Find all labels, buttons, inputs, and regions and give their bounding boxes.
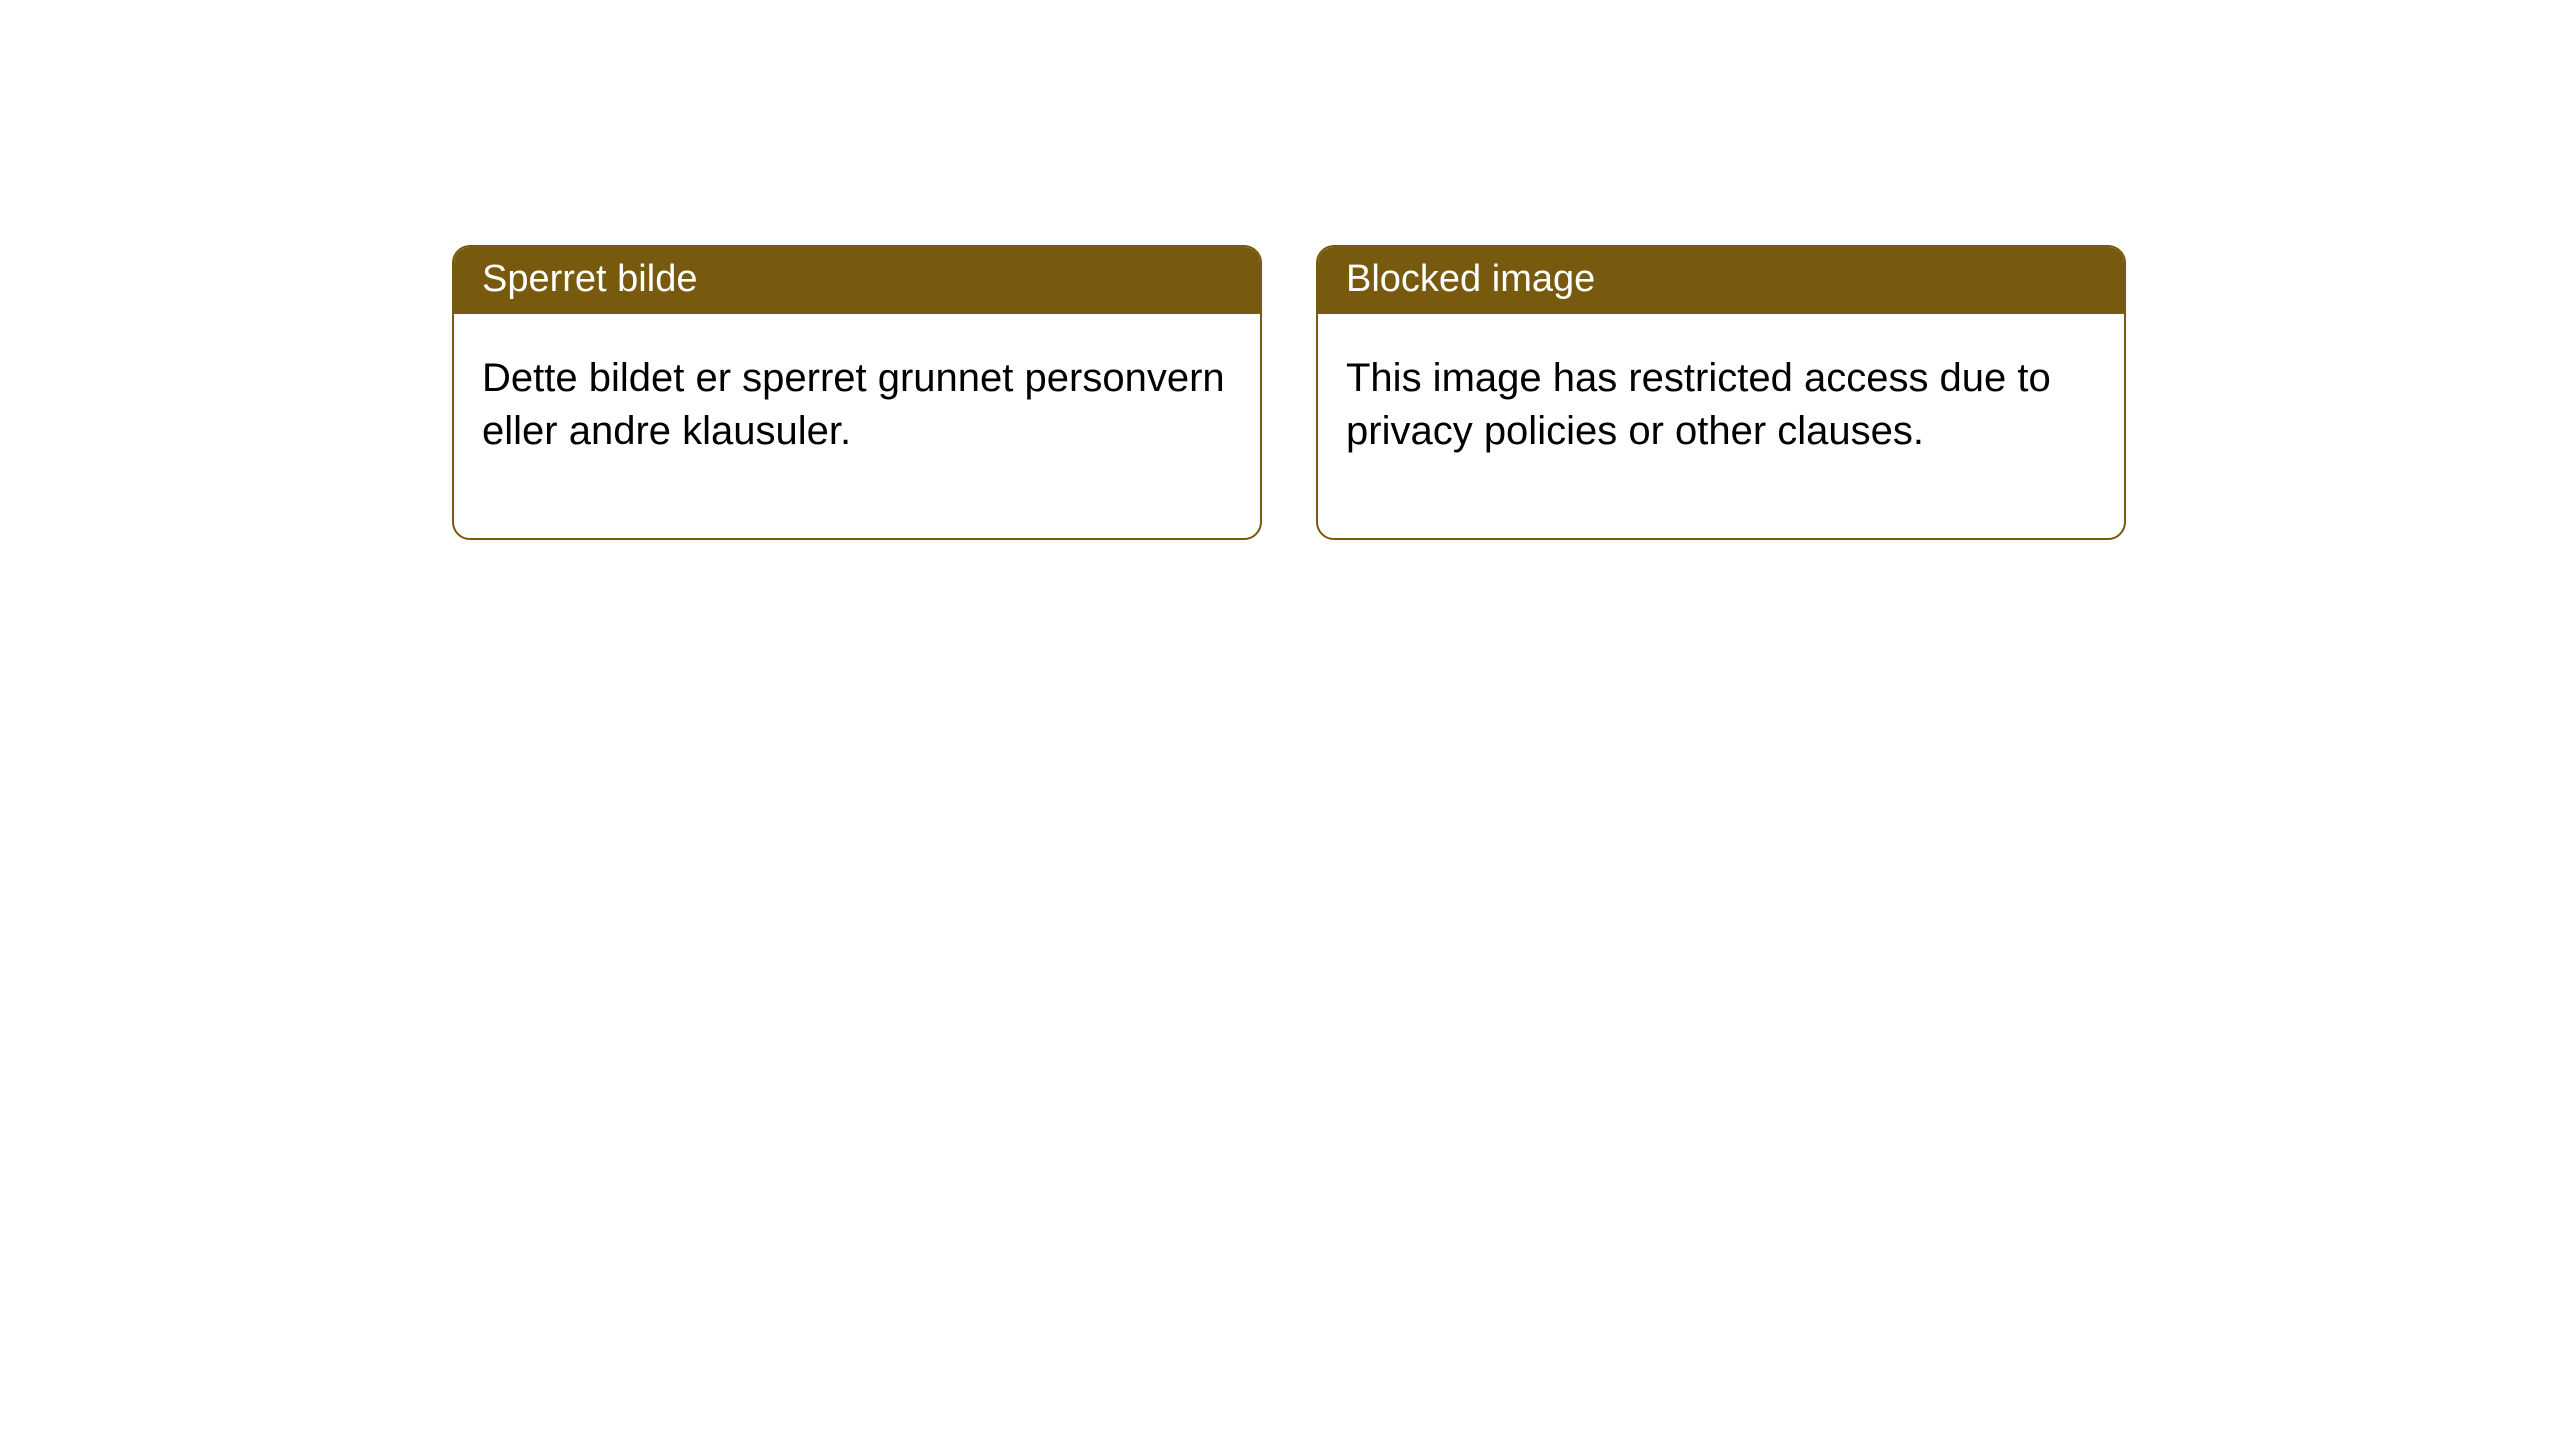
notice-card-norwegian: Sperret bilde Dette bildet er sperret gr…: [452, 245, 1262, 540]
notice-card-english: Blocked image This image has restricted …: [1316, 245, 2126, 540]
notice-container: Sperret bilde Dette bildet er sperret gr…: [0, 0, 2560, 540]
notice-title-norwegian: Sperret bilde: [454, 247, 1260, 314]
notice-body-english: This image has restricted access due to …: [1318, 314, 2124, 538]
notice-body-norwegian: Dette bildet er sperret grunnet personve…: [454, 314, 1260, 538]
notice-title-english: Blocked image: [1318, 247, 2124, 314]
